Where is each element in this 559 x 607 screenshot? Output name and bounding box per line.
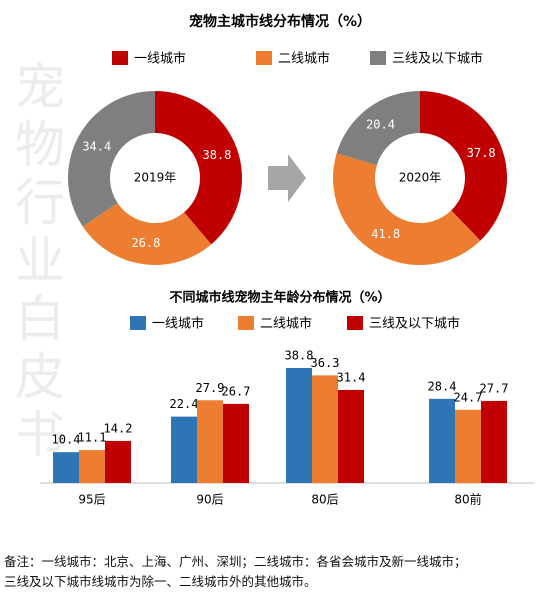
data-label: 22.4 — [170, 397, 199, 411]
donut-segment — [82, 203, 212, 265]
legend-swatch — [238, 316, 254, 330]
note: 备注：一线城市：北京、上海、广州、深圳；二线城市：各省会城市及新一线城市； — [4, 554, 467, 569]
data-label: 31.4 — [337, 370, 366, 384]
donut-segment — [336, 91, 420, 166]
data-label: 38.8 — [285, 349, 314, 363]
bar — [286, 368, 312, 483]
data-label: 24.7 — [454, 390, 483, 404]
data-label: 10.4 — [52, 433, 81, 447]
legend-swatch — [112, 51, 128, 65]
donut-center-label: 2020年 — [399, 171, 442, 185]
legend-label: 二线城市 — [260, 316, 312, 332]
watermark: 宠物行业白皮书 — [7, 60, 65, 466]
legend-swatch — [130, 316, 146, 330]
data-label: 38.8 — [203, 148, 232, 162]
bar — [197, 400, 223, 483]
legend-label: 一线城市 — [152, 316, 204, 332]
arrow — [268, 154, 306, 202]
donut-segment — [155, 91, 242, 245]
note: 三线及以下城市线城市为除一、二线城市外的其他城市。 — [4, 574, 317, 589]
data-label: 34.4 — [82, 139, 111, 153]
bar — [79, 450, 105, 483]
donut-segment — [68, 91, 155, 227]
donut-segment — [332, 153, 481, 266]
bar — [481, 400, 507, 483]
data-label: 36.3 — [311, 356, 340, 370]
x-tick-label: 80后 — [311, 493, 338, 507]
data-label: 11.1 — [78, 431, 107, 445]
data-label: 26.8 — [131, 236, 160, 250]
bar — [429, 398, 455, 483]
data-label: 41.8 — [371, 227, 400, 241]
x-tick-label: 80前 — [454, 492, 481, 507]
bar — [223, 403, 249, 483]
donut-segment — [420, 91, 508, 241]
bar — [105, 440, 131, 483]
data-label: 20.4 — [366, 118, 395, 132]
chart-title: 宠物主城市线分布情况（%） — [189, 13, 371, 30]
bar — [455, 409, 481, 483]
legend-swatch — [347, 316, 363, 330]
legend-label: 三线及以下城市 — [369, 316, 460, 332]
bar — [53, 452, 79, 483]
bar — [312, 375, 338, 483]
bar — [171, 416, 197, 483]
legend-label: 二线城市 — [278, 51, 330, 67]
x-tick-label: 90后 — [196, 493, 223, 507]
x-tick-label: 95后 — [78, 493, 105, 507]
legend-swatch — [370, 51, 386, 65]
bar — [338, 389, 364, 483]
legend-swatch — [256, 51, 272, 65]
data-label: 28.4 — [428, 379, 457, 393]
legend-label: 三线及以下城市 — [392, 51, 483, 67]
data-label: 14.2 — [104, 421, 133, 435]
legend-label: 一线城市 — [134, 51, 186, 67]
data-label: 26.7 — [222, 384, 251, 398]
chart-title: 不同城市线宠物主年龄分布情况（%） — [169, 290, 390, 306]
data-label: 37.8 — [467, 146, 496, 160]
donut-center-label: 2019年 — [134, 171, 177, 185]
data-label: 27.7 — [480, 381, 509, 395]
data-label: 27.9 — [196, 381, 225, 395]
